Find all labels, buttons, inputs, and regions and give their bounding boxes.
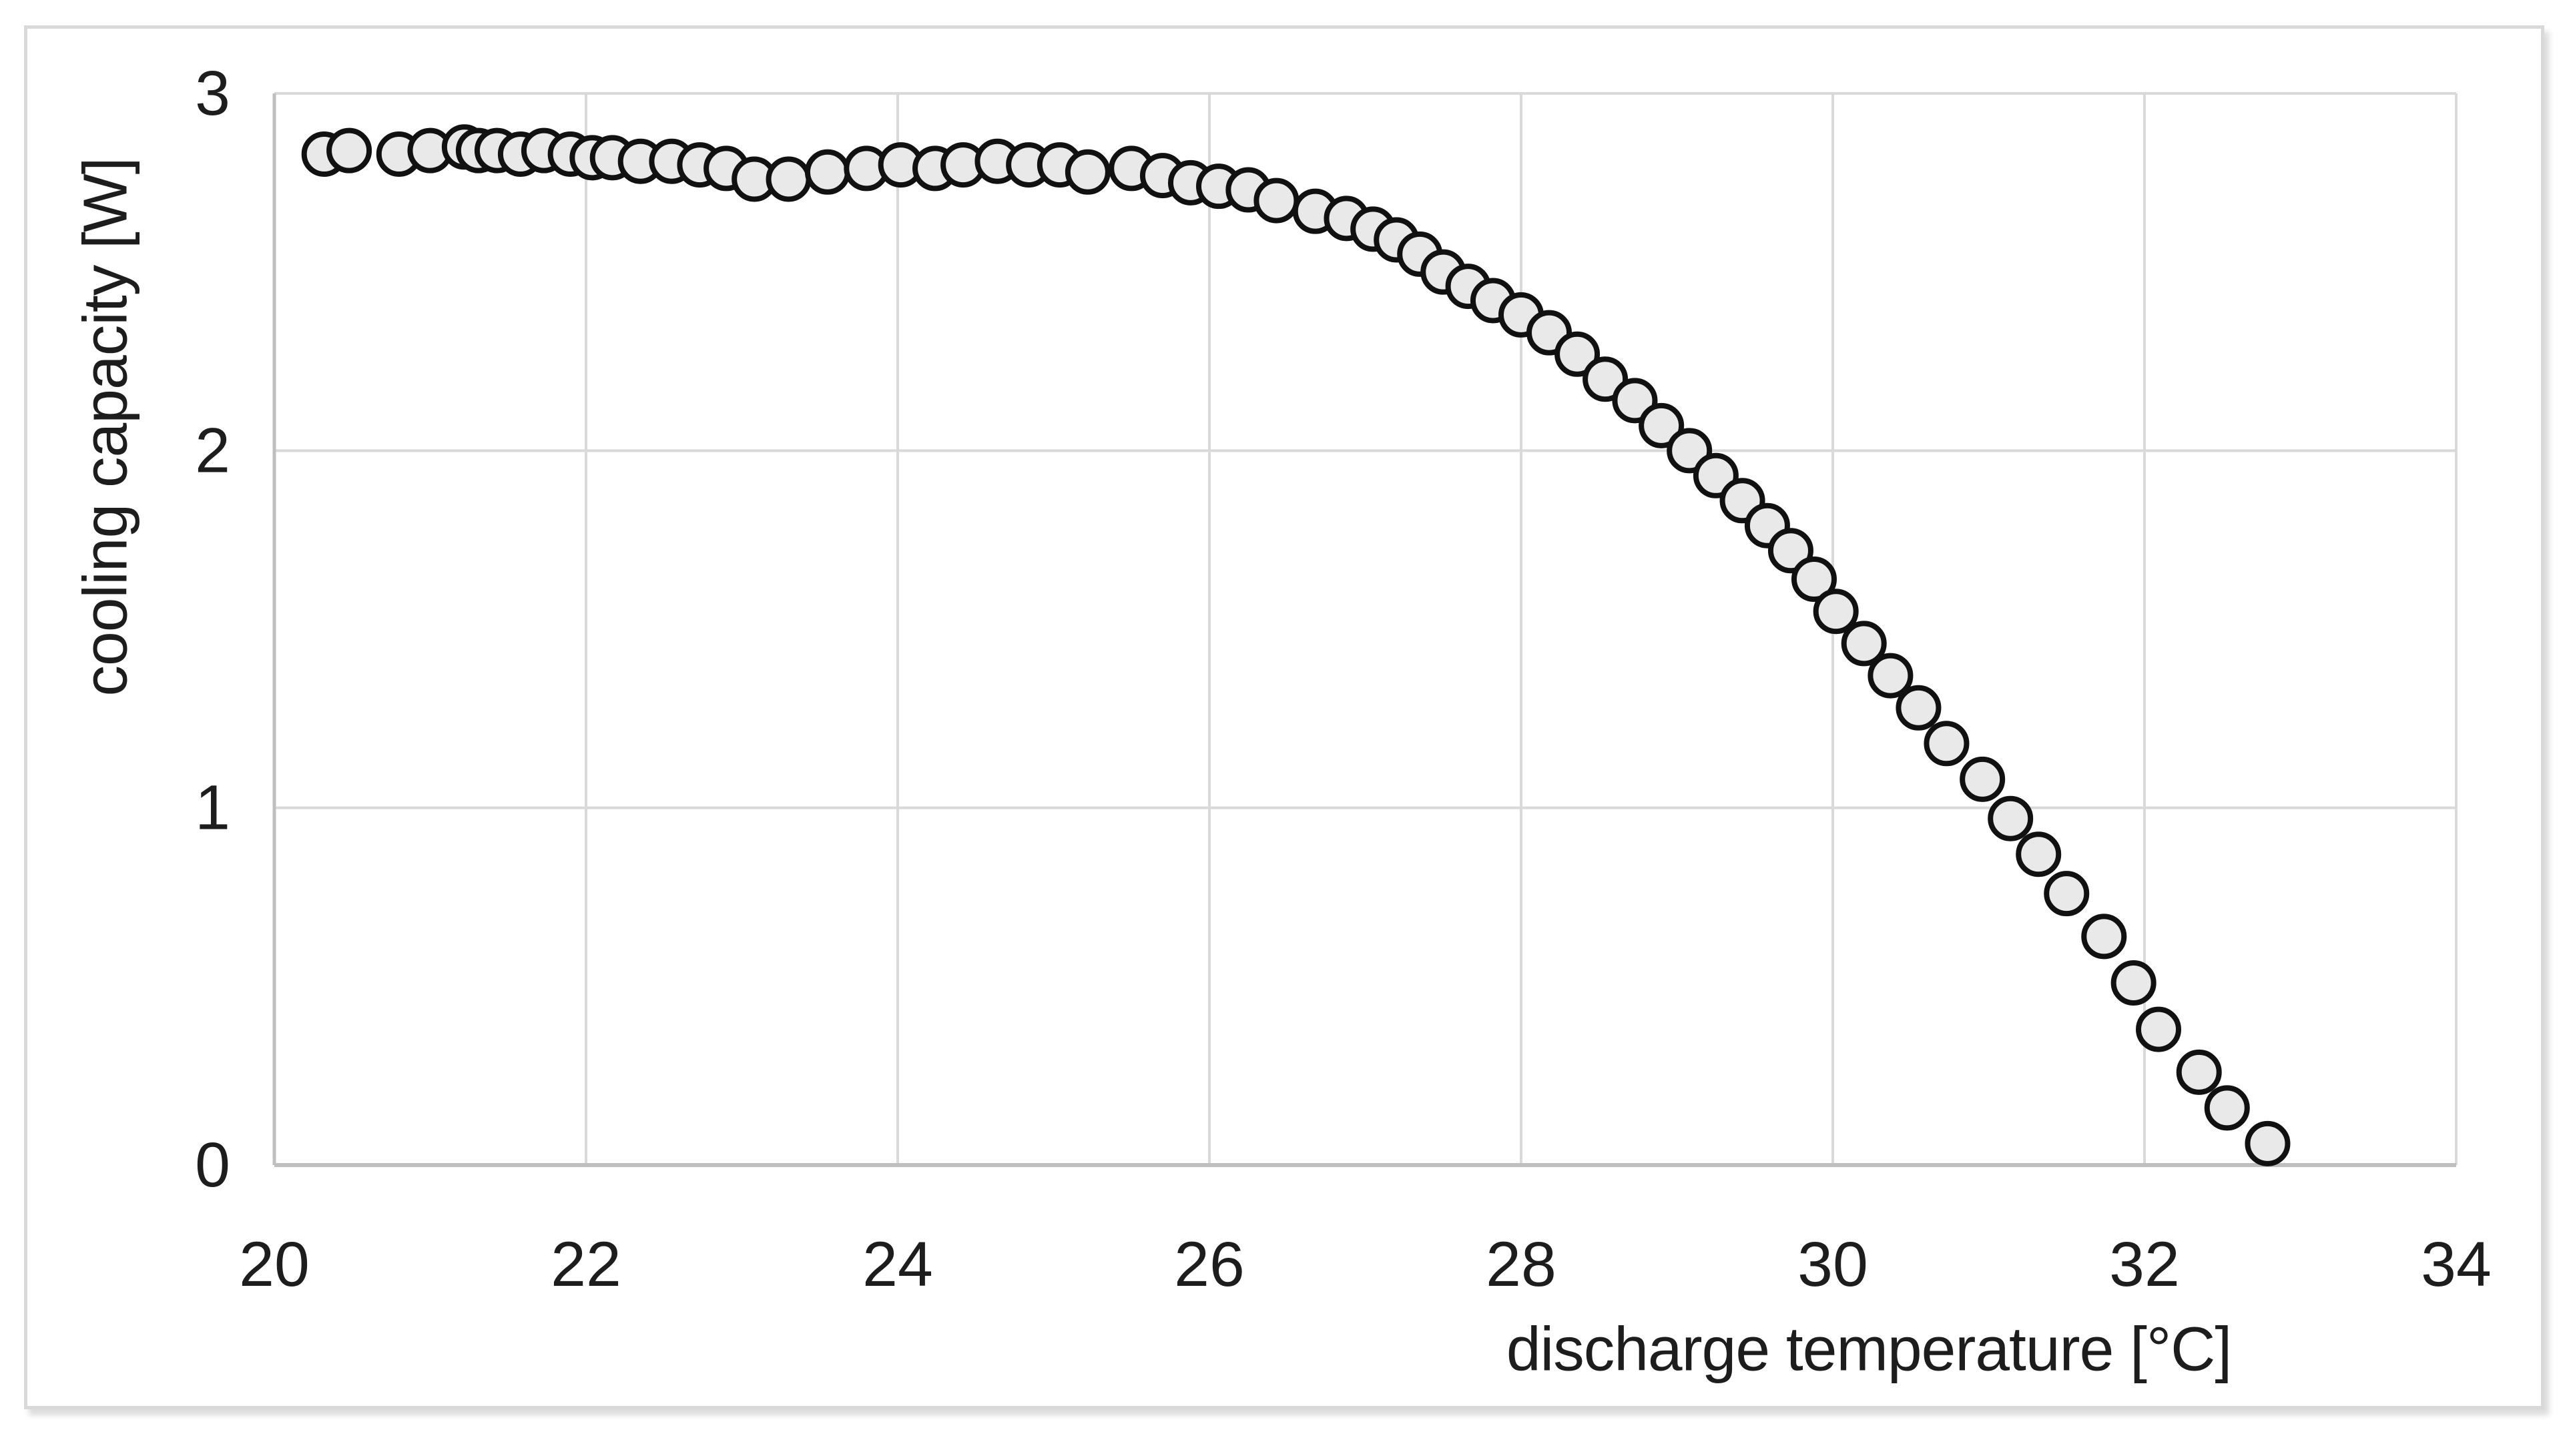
data-point xyxy=(1924,721,1970,767)
x-tick-label: 26 xyxy=(1174,1229,1245,1300)
data-point xyxy=(2245,1120,2291,1166)
data-point xyxy=(1791,557,1837,603)
data-point xyxy=(326,127,372,173)
y-tick-label: 3 xyxy=(195,58,230,129)
data-point xyxy=(2204,1085,2250,1131)
x-tick-label: 34 xyxy=(2421,1229,2492,1300)
x-tick-label: 28 xyxy=(1486,1229,1556,1300)
chart-frame xyxy=(24,25,2544,1409)
x-tick-label: 32 xyxy=(2109,1229,2180,1300)
axes xyxy=(272,93,2456,1167)
data-point xyxy=(2044,871,2090,917)
data-point xyxy=(1639,402,1685,448)
data-point xyxy=(2176,1049,2222,1095)
data-point xyxy=(1554,331,1601,377)
y-tick-label: 2 xyxy=(195,415,230,486)
x-tick-label: 30 xyxy=(1797,1229,1868,1300)
data-points xyxy=(301,124,2291,1166)
data-point xyxy=(1767,528,1813,574)
data-point xyxy=(1988,795,2034,841)
x-tick-label: 22 xyxy=(551,1229,621,1300)
y-axis-title: cooling capacity [W] xyxy=(70,157,140,697)
data-point xyxy=(766,156,812,202)
data-point xyxy=(1065,149,1111,195)
x-tick-label: 20 xyxy=(239,1229,310,1300)
data-point xyxy=(2081,914,2127,960)
data-point xyxy=(2136,1006,2182,1052)
data-point xyxy=(1896,685,1942,731)
data-point xyxy=(1960,756,2006,802)
data-point xyxy=(1813,589,1859,635)
data-point xyxy=(804,149,850,195)
data-point xyxy=(1841,621,1887,667)
x-tick-label: 24 xyxy=(862,1229,933,1300)
data-point xyxy=(2110,960,2157,1006)
data-point xyxy=(1253,177,1300,224)
x-axis-title: discharge temperature [°C] xyxy=(1506,1314,2232,1384)
data-point xyxy=(1868,653,1914,699)
y-tick-label: 1 xyxy=(195,773,230,843)
y-tick-label: 0 xyxy=(195,1130,230,1200)
tick-labels: 20 22 24 26 28 30 32 34 0 1 2 3 xyxy=(195,58,2492,1300)
data-point xyxy=(2016,831,2062,877)
